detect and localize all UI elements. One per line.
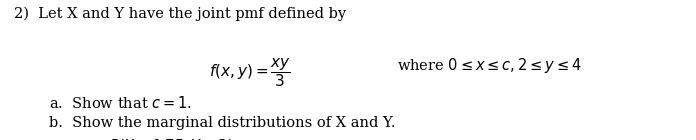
Text: c.  Find $P(X > 0.75, Y < 3)$.: c. Find $P(X > 0.75, Y < 3)$. [49, 137, 238, 140]
Text: b.  Show the marginal distributions of X and Y.: b. Show the marginal distributions of X … [49, 116, 395, 130]
Text: $f(x,y) = \dfrac{xy}{3}$: $f(x,y) = \dfrac{xy}{3}$ [209, 56, 291, 89]
Text: where $0 \leq x \leq c, 2 \leq y \leq 4$: where $0 \leq x \leq c, 2 \leq y \leq 4$ [397, 56, 581, 75]
Text: a.  Show that $c = 1$.: a. Show that $c = 1$. [49, 95, 192, 111]
Text: 2)  Let X and Y have the joint pmf defined by: 2) Let X and Y have the joint pmf define… [14, 7, 346, 21]
